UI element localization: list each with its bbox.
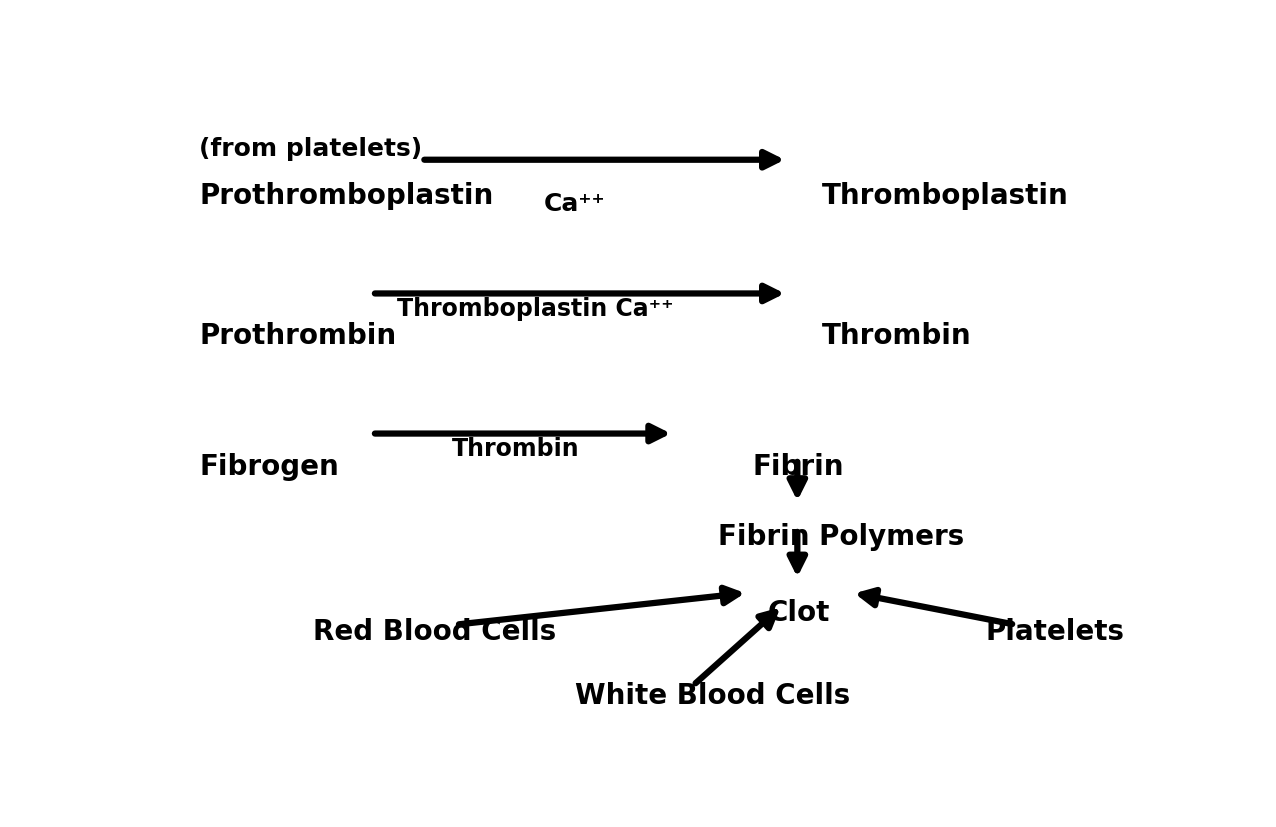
Text: Fibrin: Fibrin <box>753 452 845 480</box>
Text: Ca⁺⁺: Ca⁺⁺ <box>544 192 606 216</box>
Text: Prothrombin: Prothrombin <box>199 323 396 350</box>
Text: Red Blood Cells: Red Blood Cells <box>313 619 556 646</box>
Text: Thrombin: Thrombin <box>452 437 579 461</box>
Text: Thrombin: Thrombin <box>822 323 972 350</box>
Text: Clot: Clot <box>768 599 831 627</box>
Text: (from platelets): (from platelets) <box>199 137 422 161</box>
Text: Thromboplastin Ca⁺⁺: Thromboplastin Ca⁺⁺ <box>397 297 674 321</box>
Text: Fibrogen: Fibrogen <box>199 452 339 480</box>
Text: Prothromboplastin: Prothromboplastin <box>199 182 494 210</box>
Text: Fibrin Polymers: Fibrin Polymers <box>718 523 965 551</box>
Text: Thromboplastin: Thromboplastin <box>822 182 1069 210</box>
Text: Platelets: Platelets <box>985 619 1124 646</box>
Text: White Blood Cells: White Blood Cells <box>574 682 850 710</box>
